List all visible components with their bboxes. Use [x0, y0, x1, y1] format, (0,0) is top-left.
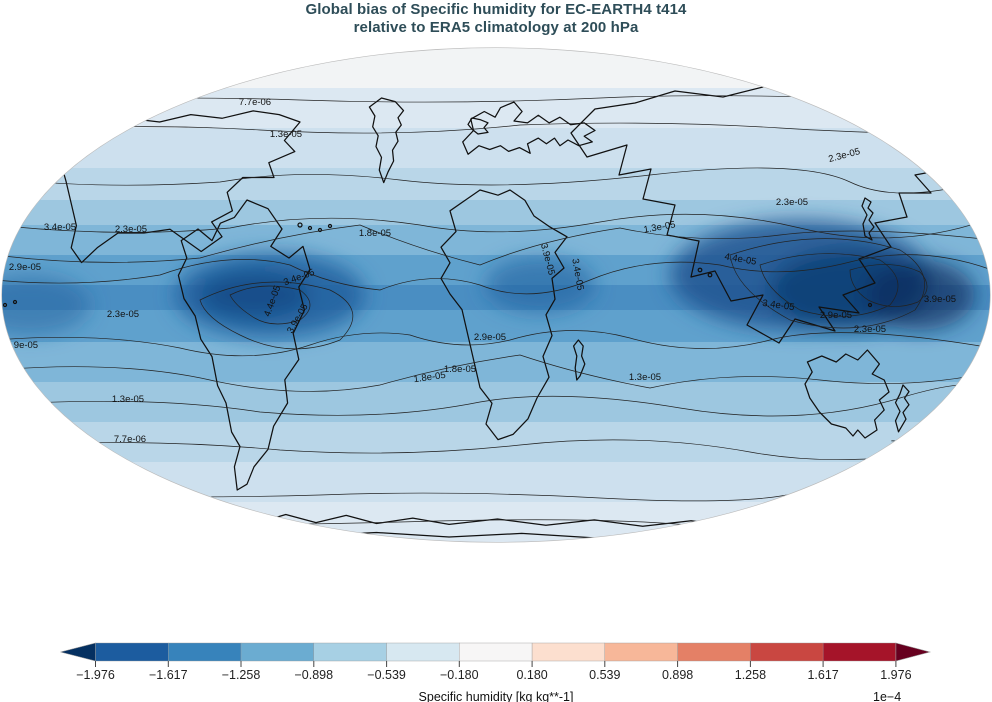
- svg-text:7.7e-06: 7.7e-06: [114, 434, 146, 445]
- svg-text:3.9e-05: 3.9e-05: [924, 294, 956, 305]
- svg-text:1.8e-05: 1.8e-05: [359, 228, 391, 239]
- svg-text:2.9e-05: 2.9e-05: [820, 310, 852, 321]
- svg-text:1.3e-05: 1.3e-05: [270, 129, 302, 140]
- svg-text:3.4e-05: 3.4e-05: [44, 222, 76, 233]
- svg-text:2.3e-05: 2.3e-05: [107, 309, 139, 320]
- svg-text:2.3e-05: 2.3e-05: [854, 324, 886, 335]
- svg-text:7.7e-06: 7.7e-06: [239, 97, 271, 108]
- svg-text:1.3e-05: 1.3e-05: [112, 394, 144, 405]
- svg-text:2.3e-05: 2.3e-05: [115, 224, 147, 235]
- svg-text:1.3e-05: 1.3e-05: [629, 372, 661, 383]
- svg-text:2.9e-05: 2.9e-05: [9, 262, 41, 273]
- svg-text:2.9e-05: 2.9e-05: [474, 332, 506, 343]
- svg-text:2.3e-05: 2.3e-05: [776, 197, 808, 208]
- svg-text:1.8e-05: 1.8e-05: [444, 364, 476, 375]
